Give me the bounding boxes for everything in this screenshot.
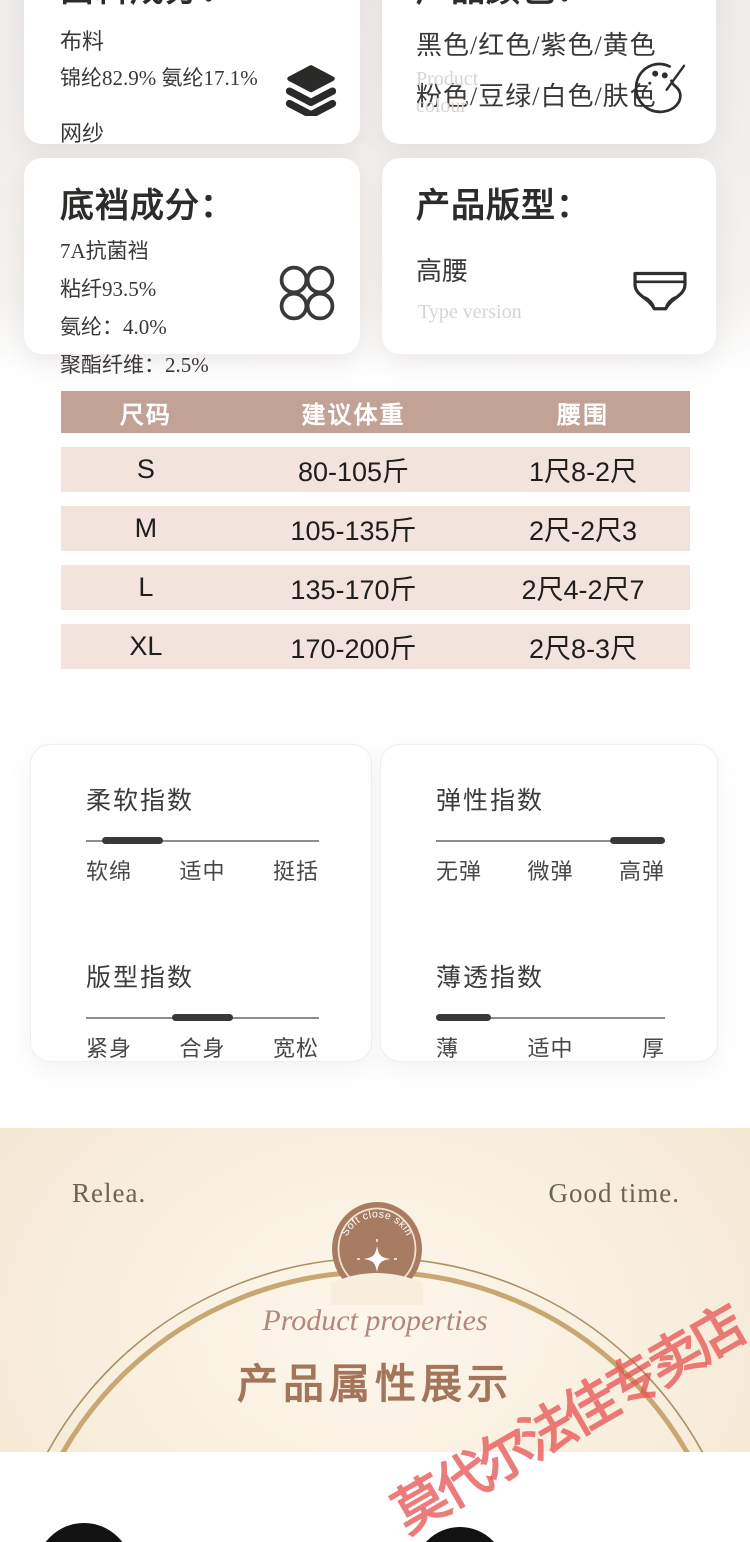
fit-index-labels: 紧身 合身 宽松: [86, 1031, 319, 1063]
slider-track: [436, 840, 665, 842]
thickness-index-slider: [436, 1014, 665, 1021]
fit-index-title: 版型指数: [86, 964, 195, 992]
fabric-group1-detail: 锦纶82.9% 氨纶17.1%: [60, 66, 258, 90]
label-slight-stretch: 微弹: [527, 859, 574, 884]
crotch-line-2: 粘纤93.5%: [60, 277, 157, 301]
slider-track: [86, 840, 319, 842]
banner-title-cn: 产品属性展示: [237, 1361, 513, 1407]
label-thin: 薄: [436, 1036, 460, 1061]
label-thick: 厚: [641, 1036, 665, 1061]
brand-text-right: Good time.: [548, 1178, 680, 1208]
elastic-index-labels: 无弹 微弹 高弹: [436, 854, 665, 886]
row-l-waist: 2尺4-2尺7: [521, 575, 645, 605]
row-m-waist: 2尺-2尺3: [529, 516, 638, 546]
slider-bar: [102, 837, 163, 844]
size-table: 尺码 建议体重 腰围 S 80-105斤 1尺8-2尺 M 105-135斤 2…: [61, 391, 690, 669]
slider-track: [436, 1017, 665, 1019]
fabric-group1-name: 布料: [60, 29, 105, 54]
crotch-card-title: 底裆成分：: [60, 188, 235, 225]
row-l-weight: 135-170斤: [290, 575, 417, 605]
product-type-card: 产品版型： 高腰 Type version: [382, 158, 716, 354]
softness-index-slider: [86, 837, 319, 844]
table-row-xl: XL 170-200斤 2尺8-3尺: [61, 624, 690, 669]
label-stiff: 挺括: [272, 859, 319, 884]
elastic-thickness-index-card: 弹性指数 无弹 微弹 高弹 薄透指数 薄 适中 厚: [380, 744, 718, 1062]
size-table-header: 尺码 建议体重 腰围: [61, 391, 690, 433]
row-m-weight: 105-135斤: [290, 516, 417, 546]
table-row-m: M 105-135斤 2尺-2尺3: [61, 506, 690, 551]
thickness-index-title: 薄透指数: [436, 964, 545, 992]
product-properties-banner: Relea. Good time. Soft close skin: [0, 1128, 750, 1452]
header-weight: 建议体重: [301, 401, 406, 429]
label-soft: 软绵: [86, 859, 133, 884]
elastic-index-slider: [436, 837, 665, 844]
row-s-weight: 80-105斤: [297, 457, 410, 487]
softness-index-labels: 软绵 适中 挺括: [86, 854, 319, 886]
row-xl-weight: 170-200斤: [290, 634, 417, 664]
color-card-title: 产品颜色：: [416, 0, 716, 11]
product-color-card: 产品颜色： 黑色/红色/紫色/黄色 粉色/豆绿/白色/肤色 Product co…: [382, 0, 716, 144]
label-fitted: 合身: [179, 1036, 226, 1061]
brand-text-left: Relea.: [72, 1178, 147, 1208]
row-xl-size: XL: [129, 631, 163, 661]
row-m-size: M: [134, 513, 158, 543]
layers-icon: [282, 64, 340, 121]
crotch-line-3: 氨纶：4.0%: [60, 315, 167, 339]
color-line-1: 黑色/红色/紫色/黄色: [416, 31, 657, 60]
label-loose: 宽松: [272, 1036, 319, 1061]
slider-bar: [436, 1014, 491, 1021]
crotch-line-1: 7A抗菌裆: [60, 239, 149, 263]
crotch-line-4: 聚酯纤维：2.5%: [60, 353, 209, 377]
fit-index-slider: [86, 1014, 319, 1021]
softness-fit-index-card: 柔软指数 软绵 适中 挺括 版型指数 紧身 合身 宽松: [30, 744, 372, 1062]
label-no-stretch: 无弹: [436, 859, 483, 884]
table-row-l: L 135-170斤 2尺4-2尺7: [61, 565, 690, 610]
fabric-card-title: 面料成分：: [60, 0, 360, 11]
crotch-composition-card: 底裆成分： 7A抗菌裆 粘纤93.5% 氨纶：4.0% 聚酯纤维：2.5%: [24, 158, 360, 377]
label-medium: 适中: [179, 859, 226, 884]
header-waist: 腰围: [557, 401, 610, 429]
soft-close-skin-badge: Soft close skin: [327, 1197, 427, 1310]
clover-icon: [276, 262, 338, 329]
briefs-icon: [628, 268, 692, 325]
softness-index-title: 柔软指数: [86, 787, 195, 815]
table-row-s: S 80-105斤 1尺8-2尺: [61, 447, 690, 492]
color-line-2: 粉色/豆绿/白色/肤色: [416, 82, 657, 111]
thickness-index-labels: 薄 适中 厚: [436, 1031, 665, 1063]
fabric-group2-name: 网纱: [60, 121, 105, 146]
color-caption-en: Product colour: [416, 68, 479, 117]
type-card-title: 产品版型：: [416, 188, 591, 225]
fabric-composition-card: 面料成分： 布料 锦纶82.9% 氨纶17.1% 网纱 聚酰胺纤维90.4%氨纶…: [24, 0, 360, 182]
label-tight: 紧身: [86, 1036, 133, 1061]
row-s-size: S: [136, 454, 155, 484]
row-s-waist: 1尺8-2尺: [529, 457, 638, 487]
row-xl-waist: 2尺8-3尺: [529, 634, 638, 664]
type-caption-en: Type version: [418, 301, 522, 323]
header-size: 尺码: [119, 401, 172, 429]
banner-subtitle-en: Product properties: [262, 1304, 488, 1337]
type-value: 高腰: [416, 257, 469, 286]
slider-bar: [172, 1014, 233, 1021]
bottom-photo-left: [36, 1523, 132, 1542]
palette-icon: [630, 58, 690, 123]
slider-bar: [610, 837, 665, 844]
label-medium: 适中: [527, 1036, 574, 1061]
label-high-stretch: 高弹: [618, 859, 665, 884]
row-l-size: L: [138, 572, 154, 602]
elastic-index-title: 弹性指数: [436, 787, 545, 815]
